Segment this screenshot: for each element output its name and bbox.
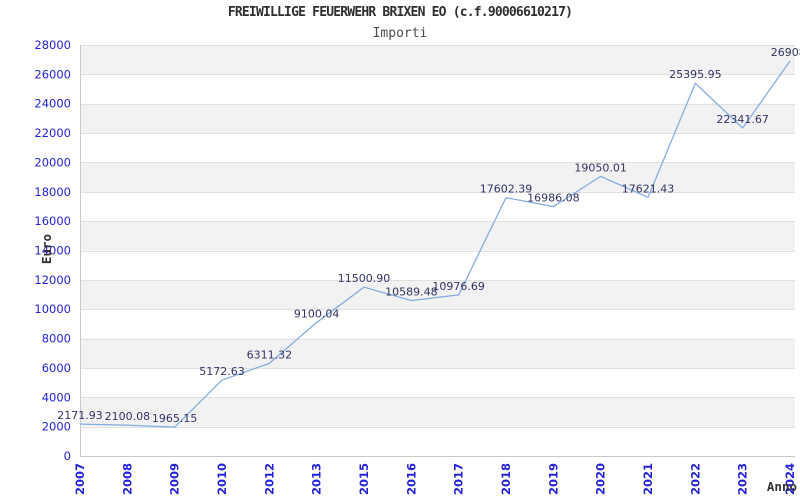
- data-point-label: 6311.32: [247, 348, 293, 361]
- y-tick-label: 26000: [34, 67, 71, 81]
- data-point-label: 10976.69: [432, 280, 485, 293]
- data-point-label: 17621.43: [622, 182, 675, 195]
- x-tick-label: 2017: [452, 463, 466, 495]
- data-point-label: 2171.93: [57, 409, 103, 422]
- y-tick-label: 2000: [42, 420, 71, 434]
- x-tick-label: 2024: [783, 463, 797, 495]
- x-tick-label: 2018: [499, 463, 513, 495]
- data-point-label: 9100.04: [294, 307, 340, 320]
- grid-band: [80, 221, 795, 251]
- data-point-label: 26908.: [771, 46, 800, 59]
- data-point-label: 25395.95: [669, 68, 722, 81]
- data-point-label: 2100.08: [105, 410, 151, 423]
- data-point-label: 16986.08: [527, 192, 580, 205]
- data-point-label: 11500.90: [338, 272, 391, 285]
- data-point-label: 1965.15: [152, 412, 198, 425]
- y-tick-label: 20000: [34, 155, 71, 169]
- x-tick-label: 2022: [688, 463, 702, 495]
- x-tick-label: 2007: [73, 463, 87, 495]
- grid-band: [80, 162, 795, 192]
- data-point-label: 10589.48: [385, 286, 438, 299]
- y-tick-label: 24000: [34, 97, 71, 111]
- chart-subtitle: Importi: [372, 26, 428, 41]
- chart-title: FREIWILLIGE FEUERWEHR BRIXEN EO (c.f.900…: [227, 5, 573, 20]
- x-tick-label: 2015: [357, 463, 371, 495]
- x-tick-label: 2023: [736, 463, 750, 495]
- x-tick-label: 2013: [310, 463, 324, 495]
- y-tick-label: 22000: [34, 126, 71, 140]
- y-tick-label: 6000: [42, 361, 71, 375]
- data-line: [79, 60, 791, 428]
- y-tick-label: 8000: [42, 332, 71, 346]
- x-tick-label: 2021: [641, 463, 655, 495]
- x-axis-title: Anno: [766, 479, 797, 494]
- data-point-label: 17602.39: [480, 183, 533, 196]
- grid-band: [80, 279, 795, 310]
- data-point-label: 5172.63: [199, 365, 245, 378]
- y-tick-label: 14000: [34, 244, 71, 258]
- y-tick-label: 4000: [42, 390, 71, 404]
- grid-band: [80, 103, 795, 134]
- x-tick-label: 2009: [168, 463, 182, 495]
- y-tick-label: 12000: [34, 273, 71, 287]
- data-point-label: 19050.01: [574, 161, 627, 174]
- data-point-label: 22341.67: [716, 113, 769, 126]
- y-tick-label: 0: [64, 449, 71, 463]
- x-tick-label: 2020: [594, 463, 608, 495]
- y-tick-label: 28000: [34, 38, 71, 52]
- x-tick-label: 2008: [120, 463, 134, 495]
- grid-band: [80, 338, 795, 368]
- y-axis-title: Euro: [39, 233, 54, 265]
- x-tick-label: 2012: [262, 463, 276, 495]
- y-tick-label: 18000: [34, 185, 71, 199]
- x-tick-label: 2010: [215, 463, 229, 495]
- x-tick-label: 2016: [404, 463, 418, 495]
- y-tick-label: 10000: [34, 302, 71, 316]
- grid-band: [80, 45, 795, 75]
- x-tick-label: 2019: [546, 463, 560, 495]
- y-tick-label: 16000: [34, 214, 71, 228]
